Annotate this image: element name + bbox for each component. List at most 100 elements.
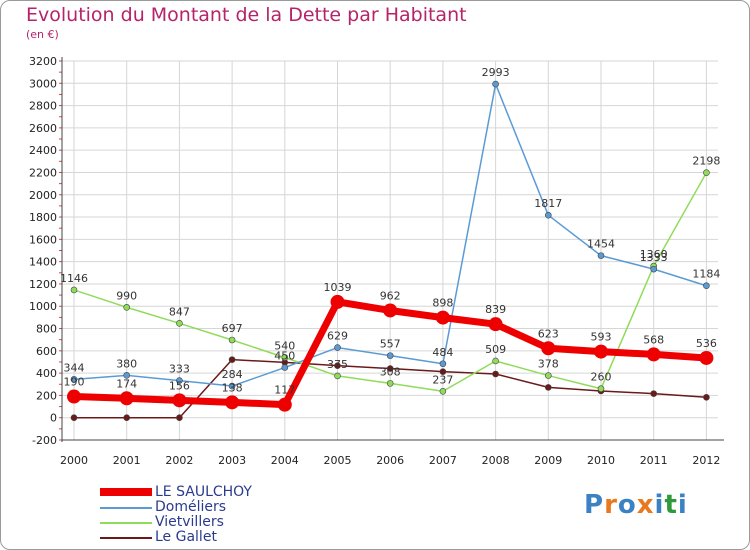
x-tick-label: 2012: [692, 454, 720, 467]
data-point: [699, 350, 714, 365]
data-point: [492, 357, 499, 365]
data-point: [228, 336, 236, 344]
data-point: [228, 356, 236, 363]
data-point: [330, 294, 345, 309]
x-tick-label: 2009: [534, 454, 562, 467]
data-point: [176, 377, 183, 384]
data-label: 623: [538, 327, 559, 340]
chart-unit: (en €): [26, 28, 59, 41]
data-label: 484: [432, 346, 453, 359]
data-point: [386, 352, 394, 359]
data-point: [281, 364, 289, 371]
data-point: [650, 265, 658, 273]
proxiti-logo: Proxiti: [584, 490, 688, 520]
data-point: [281, 354, 289, 361]
data-point: [646, 347, 661, 362]
data-point: [67, 389, 81, 404]
x-tick-label: 2002: [165, 454, 193, 467]
data-point: [225, 395, 240, 410]
data-point: [172, 393, 187, 408]
x-tick-label: 2003: [218, 454, 246, 467]
data-point: [70, 286, 78, 294]
data-point: [334, 344, 341, 351]
data-label: 1360: [640, 248, 668, 261]
y-tick-label: -200: [32, 434, 57, 447]
data-label: 1454: [587, 238, 615, 251]
y-tick-label: 2000: [29, 189, 57, 202]
legend-label-le-saulchoy: LE SAULCHOY: [155, 484, 252, 500]
x-tick-label: 2010: [587, 454, 615, 467]
data-point: [119, 391, 134, 406]
x-tick-label: 2007: [429, 454, 457, 467]
data-label: 898: [432, 297, 453, 310]
data-label: 962: [380, 289, 401, 302]
legend-label-vietvillers: Vietvillers: [155, 514, 224, 530]
y-tick-label: 1400: [29, 256, 57, 269]
data-point: [703, 282, 710, 290]
data-label: 839: [485, 303, 506, 316]
data-point: [544, 372, 552, 379]
data-label: 375: [327, 358, 348, 371]
chart-title: Evolution du Montant de la Dette par Hab…: [26, 4, 467, 26]
x-tick-label: 2005: [324, 454, 352, 467]
data-label: 629: [327, 330, 348, 343]
y-tick-label: 3000: [29, 77, 57, 90]
data-label: 333: [169, 363, 190, 376]
y-tick-label: 400: [36, 367, 57, 380]
y-tick-label: 2600: [29, 122, 57, 135]
data-point: [176, 414, 183, 422]
data-point: [277, 397, 292, 412]
data-point: [541, 341, 556, 356]
data-label: 284: [222, 368, 243, 381]
y-tick-label: 0: [50, 412, 57, 425]
data-point: [492, 370, 499, 378]
data-label: 990: [116, 289, 137, 302]
data-point: [594, 344, 608, 359]
y-tick-label: 600: [36, 345, 57, 358]
data-label: 174: [116, 377, 137, 390]
data-point: [703, 394, 710, 401]
data-point: [123, 304, 130, 311]
data-point: [650, 390, 658, 397]
data-label: 138: [222, 381, 243, 394]
logo-letter: t: [664, 490, 678, 520]
data-point: [597, 385, 605, 393]
legend-swatch-domeliers: [100, 507, 152, 509]
data-label: 1817: [534, 197, 562, 210]
legend-swatch-vietvillers: [100, 522, 152, 524]
data-label: 2993: [482, 66, 510, 79]
data-point: [70, 376, 78, 383]
x-tick-label: 2001: [113, 454, 141, 467]
x-tick-label: 2004: [271, 454, 299, 467]
legend-label-le-gallet: Le Gallet: [155, 529, 217, 545]
data-point: [488, 317, 503, 332]
y-tick-label: 1600: [29, 233, 57, 246]
data-point: [123, 414, 130, 422]
y-tick-label: 2800: [29, 100, 57, 113]
data-label: 697: [222, 322, 243, 335]
data-label: 117: [274, 384, 295, 397]
data-label: 536: [696, 337, 717, 350]
data-label: 847: [169, 305, 190, 318]
data-point: [334, 362, 341, 369]
y-tick-label: 1200: [29, 278, 57, 291]
data-label: 2198: [692, 155, 720, 168]
y-tick-label: 800: [36, 323, 57, 336]
y-tick-label: 1800: [29, 211, 57, 224]
legend-swatch-le-gallet: [100, 537, 152, 539]
data-point: [228, 382, 236, 390]
x-tick-label: 2000: [60, 454, 88, 467]
data-label: 308: [380, 365, 401, 378]
logo-letter: i: [654, 490, 665, 520]
data-label: 378: [538, 358, 559, 371]
data-label: 380: [116, 357, 137, 370]
logo-letter: P: [584, 490, 605, 520]
y-tick-label: 200: [36, 389, 57, 402]
data-label: 260: [591, 371, 612, 384]
logo-letter: r: [604, 490, 618, 520]
data-point: [703, 169, 710, 176]
data-label: 568: [643, 333, 664, 346]
data-point: [435, 310, 450, 325]
x-tick-label: 2008: [482, 454, 510, 467]
